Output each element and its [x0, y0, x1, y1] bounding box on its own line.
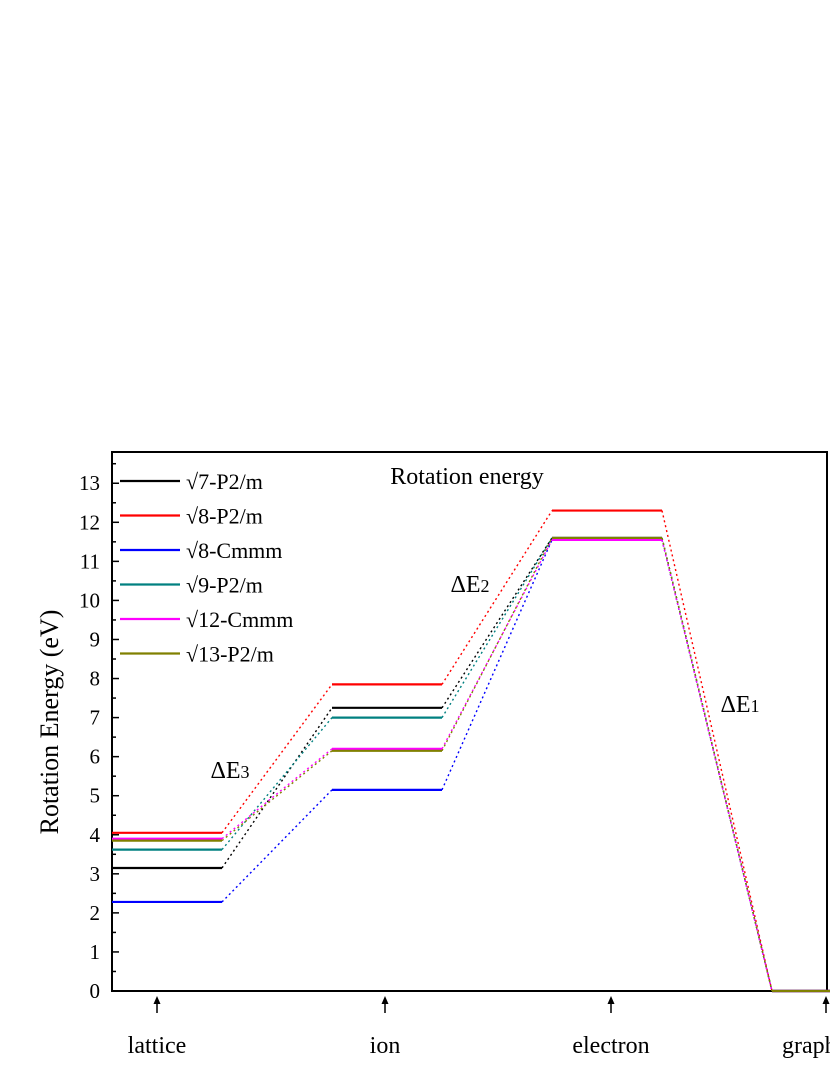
y-tick-label: 9: [90, 627, 101, 651]
series-connector: [661, 539, 773, 992]
x-category-label: electron: [572, 1033, 649, 1059]
x-arrow-head: [607, 996, 615, 1004]
y-tick-label: 5: [90, 784, 101, 808]
y-tick-label: 7: [90, 706, 101, 730]
series-connector: [221, 789, 333, 903]
delta-energy-label: ΔE3: [210, 758, 249, 784]
plot-frame: [111, 451, 828, 992]
x-arrow-head: [822, 996, 830, 1004]
y-tick-label: 2: [90, 901, 101, 925]
series-connector: [441, 510, 553, 685]
y-tick-label: 12: [79, 510, 100, 534]
series-connector: [221, 707, 333, 869]
chart-title: Rotation energy: [390, 464, 544, 490]
delta-energy-label: ΔE1: [720, 692, 759, 718]
y-tick-label: 8: [90, 667, 101, 691]
x-category-label: lattice: [128, 1033, 187, 1059]
x-category-label: graphene: [782, 1033, 830, 1059]
x-arrow-head: [153, 996, 161, 1004]
y-tick-label: 6: [90, 745, 101, 769]
series-connector: [221, 750, 333, 842]
y-tick-label: 1: [90, 940, 101, 964]
legend-label: √8-Cmmm: [186, 538, 282, 563]
y-axis-label: Rotation Energy (eV): [35, 610, 64, 835]
y-tick-label: 0: [90, 979, 101, 1003]
series-connector: [441, 539, 553, 750]
x-category-label: ion: [370, 1033, 401, 1059]
series-connector: [661, 510, 773, 992]
y-tick-label: 11: [80, 549, 100, 573]
y-tick-label: 3: [90, 862, 101, 886]
series-connector: [441, 537, 553, 718]
series-connector: [221, 748, 333, 840]
y-tick-label: 13: [79, 471, 100, 495]
x-arrow-head: [381, 996, 389, 1004]
series-connector: [221, 683, 333, 834]
legend-label: √7-P2/m: [186, 469, 263, 494]
series-connector: [221, 717, 333, 851]
legend-label: √8-P2/m: [186, 504, 263, 529]
delta-energy-label: ΔE2: [450, 572, 489, 598]
series-connector: [441, 537, 553, 709]
legend-label: √9-P2/m: [186, 573, 263, 598]
y-tick-label: 4: [90, 823, 101, 847]
series-connector: [441, 539, 553, 791]
legend-label: √13-P2/m: [186, 642, 274, 667]
y-tick-label: 10: [79, 588, 100, 612]
legend-label: √12-Cmmm: [186, 607, 293, 632]
